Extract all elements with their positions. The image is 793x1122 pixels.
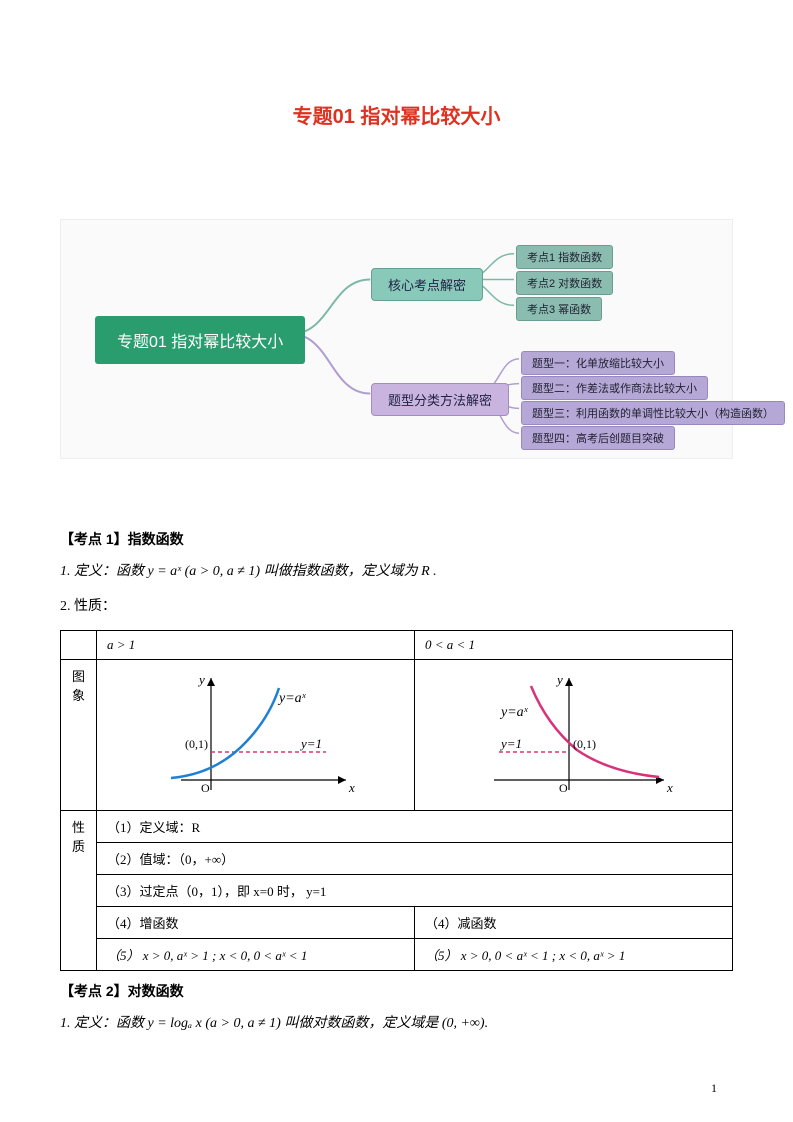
mindmap-diagram: 专题01 指对幂比较大小 核心考点解密 题型分类方法解密 考点1 指数函数 考点… [60, 219, 733, 459]
header-a-gt-1: a > 1 [97, 631, 415, 660]
point1-heading: 【考点 1】指数函数 [60, 529, 733, 549]
prop-increasing: （4）增函数 [97, 907, 415, 939]
blank-cell [61, 631, 97, 660]
svg-text:(0,1): (0,1) [573, 737, 596, 751]
page-title: 专题01 指对幂比较大小 [60, 100, 733, 129]
leaf-2-4: 题型四：高考后创题目突破 [521, 426, 675, 450]
leaf-1-2: 考点2 对数函数 [516, 271, 613, 295]
prop-domain: （1）定义域：R [97, 811, 733, 843]
mid-node-1: 核心考点解密 [371, 268, 483, 301]
leaf-1-1: 考点1 指数函数 [516, 245, 613, 269]
leaf-2-2: 题型二：作差法或作商法比较大小 [521, 376, 708, 400]
prop-range: （2）值域：（0，+∞） [97, 843, 733, 875]
point1-definition: 1. 定义：函数 y = aˣ (a > 0, a ≠ 1) 叫做指数函数，定义… [60, 559, 733, 586]
svg-text:y=aˣ: y=aˣ [277, 691, 307, 706]
prop-range-b: （5） x > 0, 0 < aˣ < 1 ; x < 0, aˣ > 1 [415, 939, 733, 971]
point1-def-text: 1. 定义：函数 y = aˣ (a > 0, a ≠ 1) 叫做指数函数，定义… [60, 564, 437, 579]
point2-definition: 1. 定义：函数 y = logₐ x (a > 0, a ≠ 1) 叫做对数函… [60, 1011, 733, 1038]
leaf-1-3: 考点3 幂函数 [516, 297, 602, 321]
point2-heading: 【考点 2】对数函数 [60, 981, 733, 1001]
svg-text:x: x [666, 780, 673, 795]
prop-decreasing: （4）减函数 [415, 907, 733, 939]
page-number: 1 [711, 1081, 717, 1096]
prop-fixed-point: （3）过定点（0，1），即 x=0 时， y=1 [97, 875, 733, 907]
svg-text:(0,1): (0,1) [185, 737, 208, 751]
svg-text:O: O [559, 781, 568, 795]
row-label-graph: 图象 [61, 660, 97, 811]
point1-properties-label: 2. 性质： [60, 594, 733, 621]
row-label-props: 性质 [61, 811, 97, 971]
svg-text:y: y [555, 672, 563, 687]
main-node: 专题01 指对幂比较大小 [95, 316, 305, 364]
svg-text:y=1: y=1 [299, 736, 322, 751]
leaf-2-3: 题型三：利用函数的单调性比较大小（构造函数） [521, 401, 785, 425]
prop-range-a: （5） x > 0, aˣ > 1 ; x < 0, 0 < aˣ < 1 [97, 939, 415, 971]
header-a-lt-1: 0 < a < 1 [415, 631, 733, 660]
svg-text:y: y [197, 672, 205, 687]
graph-decreasing: x y O y=1 y=aˣ (0,1) [415, 660, 733, 811]
leaf-2-1: 题型一：化单放缩比较大小 [521, 351, 675, 375]
svg-text:y=aˣ: y=aˣ [499, 705, 529, 720]
mid-node-2: 题型分类方法解密 [371, 383, 509, 416]
svg-text:O: O [201, 781, 210, 795]
svg-text:y=1: y=1 [499, 736, 522, 751]
properties-table: a > 1 0 < a < 1 图象 x y O y=1 y=aˣ (0,1) [60, 630, 733, 971]
point2-def-text: 1. 定义：函数 y = logₐ x (a > 0, a ≠ 1) 叫做对数函… [60, 1016, 488, 1031]
svg-text:x: x [348, 780, 355, 795]
graph-increasing: x y O y=1 y=aˣ (0,1) [97, 660, 415, 811]
